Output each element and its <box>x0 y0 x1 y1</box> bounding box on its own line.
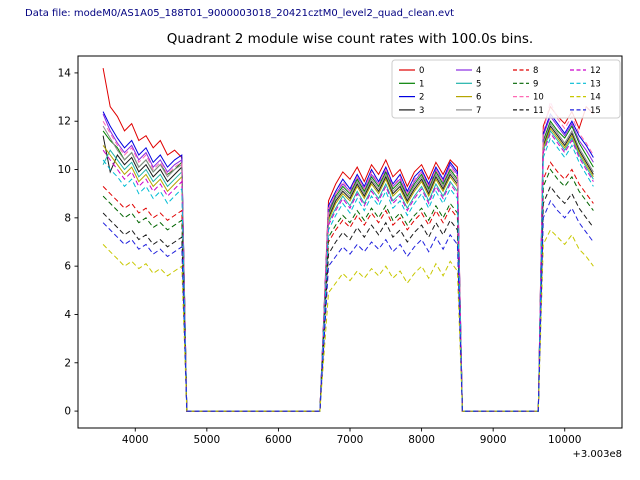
svg-text:15: 15 <box>590 106 601 116</box>
svg-text:13: 13 <box>590 79 601 89</box>
series-line-8 <box>102 161 594 412</box>
svg-text:8000: 8000 <box>408 434 435 446</box>
legend-entry-7: 7 <box>456 106 481 116</box>
legend-box <box>391 59 621 119</box>
axes-frame <box>77 55 623 429</box>
legend-entry-9: 9 <box>513 79 538 89</box>
svg-text:12: 12 <box>58 116 71 128</box>
svg-text:3: 3 <box>419 106 424 116</box>
series-line-7 <box>102 122 594 412</box>
svg-text:0: 0 <box>419 66 424 76</box>
legend-entry-8: 8 <box>513 66 538 76</box>
series-lines <box>102 68 594 412</box>
series-line-10 <box>102 100 594 412</box>
svg-text:10000: 10000 <box>548 434 581 446</box>
series-line-13 <box>102 137 594 412</box>
legend-entry-2: 2 <box>399 93 424 103</box>
svg-text:8: 8 <box>533 66 538 76</box>
svg-text:8: 8 <box>64 212 71 224</box>
svg-text:6: 6 <box>64 261 71 273</box>
svg-text:4: 4 <box>476 66 481 76</box>
svg-text:11: 11 <box>533 106 544 116</box>
legend-entry-13: 13 <box>570 79 601 89</box>
series-line-11 <box>102 185 594 412</box>
svg-text:2: 2 <box>64 357 71 369</box>
x-axis-ticks: 4000 5000 6000 7000 8000 9000 10000 <box>122 428 581 446</box>
svg-text:10: 10 <box>533 93 544 103</box>
svg-text:5: 5 <box>476 79 481 89</box>
series-line-3 <box>102 125 594 412</box>
series-line-14 <box>102 229 594 412</box>
svg-text:9000: 9000 <box>480 434 507 446</box>
svg-text:6000: 6000 <box>265 434 292 446</box>
legend-entry-15: 15 <box>570 106 601 116</box>
y-axis-ticks: 0 2 4 6 8 10 12 14 <box>58 67 78 418</box>
svg-text:2: 2 <box>419 93 424 103</box>
svg-text:6: 6 <box>476 93 481 103</box>
series-line-2 <box>102 111 594 412</box>
svg-text:9: 9 <box>533 79 538 89</box>
svg-text:4000: 4000 <box>122 434 149 446</box>
svg-text:14: 14 <box>58 67 72 79</box>
legend-entry-14: 14 <box>570 93 601 103</box>
legend-entry-0: 0 <box>399 66 424 76</box>
svg-text:7: 7 <box>476 106 481 116</box>
series-line-0 <box>102 68 594 412</box>
series-line-15 <box>102 199 594 412</box>
svg-text:14: 14 <box>590 93 601 103</box>
legend-entry-4: 4 <box>456 66 481 76</box>
svg-text:0: 0 <box>64 406 71 418</box>
legend-entry-1: 1 <box>399 79 424 89</box>
legend-entry-6: 6 <box>456 93 481 103</box>
data-file-label: Data file: modeM0/AS1A05_188T01_90000030… <box>25 8 455 19</box>
x-axis-offset-label: +3.003e8 <box>572 449 622 460</box>
series-line-1 <box>102 120 594 412</box>
series-line-9 <box>102 168 594 412</box>
legend-entry-3: 3 <box>399 106 424 116</box>
legend-entry-10: 10 <box>513 93 544 103</box>
svg-text:4: 4 <box>64 309 71 321</box>
chart-title: Quadrant 2 module wise count rates with … <box>166 31 534 47</box>
legend-entry-5: 5 <box>456 79 481 89</box>
legend-entry-12: 12 <box>570 66 601 76</box>
series-line-12 <box>102 132 594 412</box>
svg-text:1: 1 <box>419 79 424 89</box>
svg-text:12: 12 <box>590 66 601 76</box>
svg-text:7000: 7000 <box>337 434 364 446</box>
svg-text:5000: 5000 <box>193 434 220 446</box>
svg-text:10: 10 <box>58 164 71 176</box>
legend-entry-11: 11 <box>513 106 544 116</box>
